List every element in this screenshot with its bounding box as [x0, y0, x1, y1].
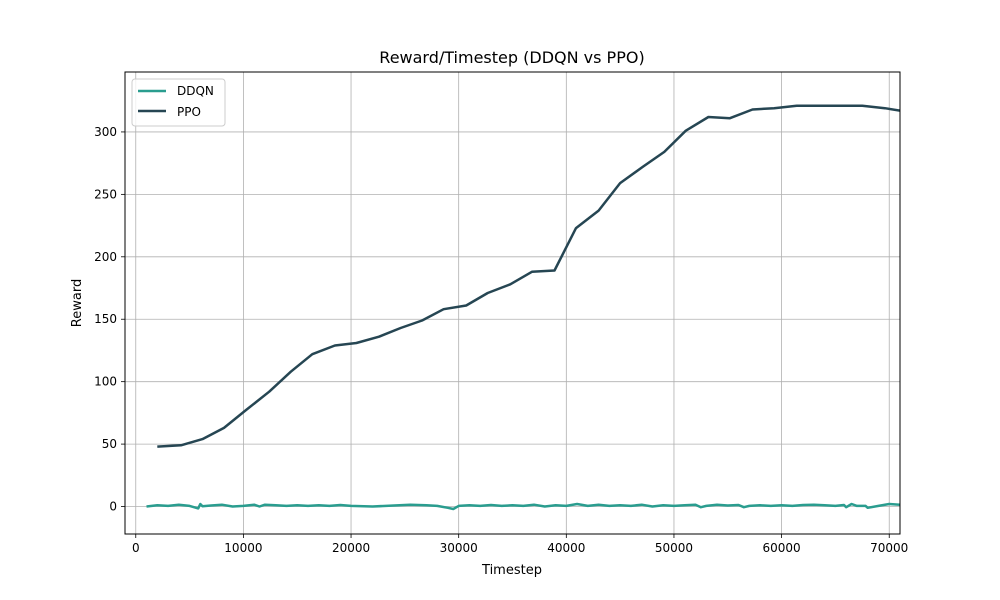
y-tick-label: 200 [94, 250, 117, 264]
chart-title: Reward/Timestep (DDQN vs PPO) [379, 48, 644, 67]
y-tick-label: 300 [94, 125, 117, 139]
plot-area-frame [124, 71, 901, 535]
series-line-ddqn [146, 502, 900, 511]
grid [125, 72, 900, 534]
series-lines [146, 104, 900, 511]
legend-label-ddqn: DDQN [177, 84, 214, 98]
x-axis-label: Timestep [481, 563, 542, 578]
x-tick-label: 60000 [763, 541, 801, 555]
axis-ticks: 0 10000 20000 30000 40000 50000 60000 70000 0 50 1… [94, 125, 908, 555]
series-line-ppo [157, 104, 900, 448]
x-tick-label: 20000 [332, 541, 370, 555]
x-tick-label: 50000 [655, 541, 693, 555]
y-tick-label: 100 [94, 375, 117, 389]
x-tick-label: 0 [132, 541, 140, 555]
legend: DDQN PPO [131, 78, 226, 127]
x-tick-label: 40000 [547, 541, 585, 555]
x-tick-label: 10000 [224, 541, 262, 555]
y-axis-label: Reward [70, 279, 85, 327]
y-tick-label: 150 [94, 312, 117, 326]
legend-label-ppo: PPO [177, 105, 201, 119]
x-tick-label: 30000 [440, 541, 478, 555]
y-tick-label: 50 [102, 437, 117, 451]
y-tick-label: 250 [94, 187, 117, 201]
x-tick-label: 70000 [870, 541, 908, 555]
y-tick-label: 0 [109, 500, 117, 514]
